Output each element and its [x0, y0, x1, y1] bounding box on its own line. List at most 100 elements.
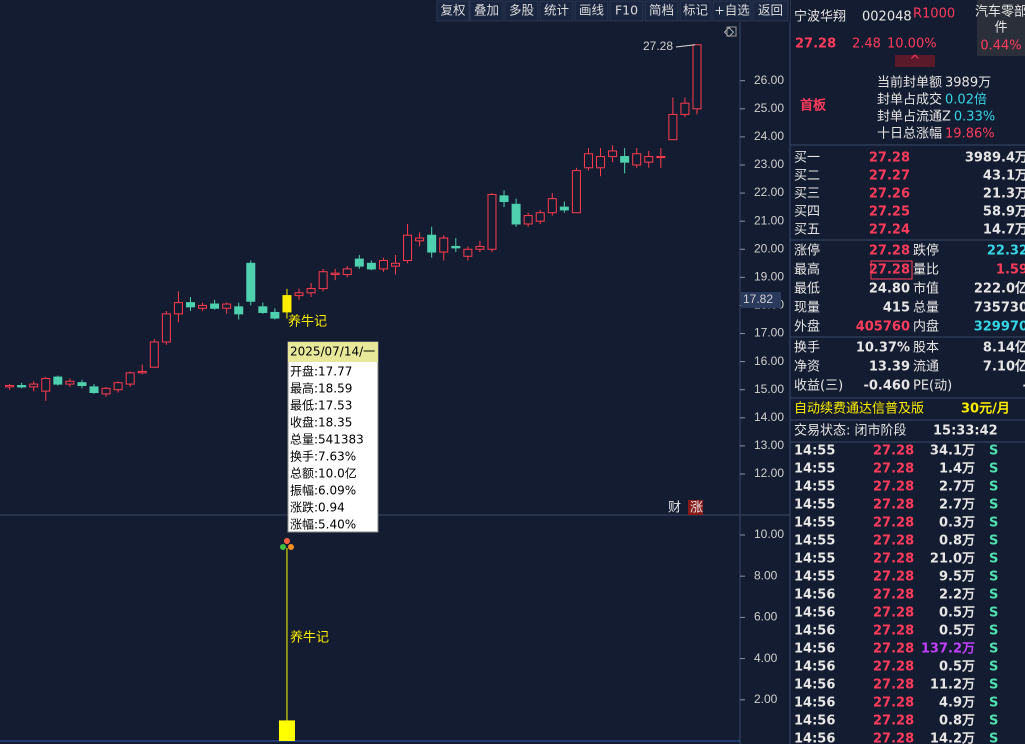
tick-price: 27.28: [873, 660, 914, 675]
y-tick-label: 25.00: [754, 101, 784, 115]
ad-price[interactable]: 30元/月: [961, 402, 1010, 417]
candle-body: [185, 302, 195, 308]
candle-body: [644, 156, 654, 163]
y-tick-label: 23.00: [754, 157, 784, 171]
tick-time: 14:55: [794, 570, 835, 585]
toolbar-label[interactable]: 标记: [683, 3, 709, 18]
toolbar-button[interactable]: [574, 0, 609, 22]
axis-marker: 17.82: [743, 292, 773, 306]
stock-code: 002048: [862, 10, 912, 25]
toolbar-button[interactable]: [504, 0, 539, 22]
stat-value: 10.37%: [856, 341, 910, 356]
stat-value: 24.80: [869, 282, 910, 297]
tick-side: S: [989, 660, 998, 675]
tick-side: S: [989, 714, 998, 729]
tooltip-row: 涨跌:0.94: [290, 500, 345, 515]
seal-value: 0.33%: [954, 110, 995, 125]
toolbar-button[interactable]: [679, 0, 712, 22]
candle-body: [53, 376, 63, 385]
candle-body: [535, 212, 545, 222]
tooltip-row: 振幅:6.09%: [290, 483, 356, 498]
candle-body: [294, 292, 304, 297]
candle-body: [439, 237, 449, 253]
candle-body: [137, 370, 147, 374]
toolbar-button[interactable]: [436, 0, 470, 22]
board: 首板: [800, 98, 827, 114]
candle-body: [29, 383, 39, 388]
candle-body: [366, 262, 376, 270]
tick-price: 27.28: [873, 642, 914, 657]
y-tick-label: 4.00: [754, 651, 778, 665]
toolbar-label[interactable]: F10: [615, 3, 638, 18]
toolbar-button[interactable]: [644, 0, 679, 22]
tick-price: 27.28: [873, 714, 914, 729]
toolbar-button[interactable]: [712, 0, 752, 22]
tick-time: 14:56: [794, 624, 835, 639]
toolbar-button[interactable]: [752, 0, 789, 22]
toolbar-label[interactable]: +自选: [714, 3, 750, 18]
y-tick-label: 24.00: [754, 129, 784, 143]
tick-side: S: [989, 498, 998, 513]
tick-volume: 0.5万: [939, 660, 975, 675]
tick-time: 14:55: [794, 444, 835, 459]
seal-value: 19.86%: [945, 127, 995, 142]
tick-volume: 11.2万: [930, 678, 975, 693]
stat-label: 最高: [794, 262, 820, 278]
expand-arrow[interactable]: ^: [910, 54, 921, 69]
candle-body: [511, 203, 521, 225]
toolbar-label[interactable]: 多股: [509, 3, 535, 18]
candle-body: [608, 150, 618, 158]
tick-price: 27.28: [873, 462, 914, 477]
candle-body: [354, 258, 364, 267]
tooltip-date: 2025/07/14/一: [290, 345, 375, 359]
candle-body: [41, 377, 51, 392]
candle-body: [656, 156, 666, 159]
tick-price: 27.28: [873, 444, 914, 459]
tick-side: S: [989, 606, 998, 621]
toolbar-label[interactable]: 画线: [579, 3, 605, 18]
order-volume: 21.3万: [983, 187, 1025, 202]
last-price-label: 27.28: [643, 39, 673, 53]
tick-volume: 2.7万: [939, 498, 975, 513]
candle-body: [149, 341, 159, 368]
tick-price: 27.28: [873, 678, 914, 693]
candle-body: [210, 303, 220, 309]
candle-body: [342, 268, 352, 276]
candle-body: [5, 384, 15, 388]
toolbar-label[interactable]: 简档: [649, 3, 674, 18]
tick-time: 14:55: [794, 516, 835, 531]
tick-volume: 0.3万: [939, 516, 975, 531]
toolbar-button[interactable]: [609, 0, 644, 22]
y-tick-label: 20.00: [754, 241, 784, 255]
tick-volume: 9.5万: [939, 570, 975, 585]
candle-body: [668, 113, 678, 141]
toolbar-button[interactable]: [469, 0, 504, 22]
stat-value: 1.59: [996, 263, 1025, 278]
tick-side: S: [989, 480, 998, 495]
toolbar-button[interactable]: [539, 0, 574, 22]
tick-time: 14:56: [794, 714, 835, 729]
stat-value: 405760: [856, 320, 910, 335]
tick-time: 14:56: [794, 732, 835, 744]
ad[interactable]: 自动续费通达信普及版: [794, 402, 924, 417]
tick-side: S: [989, 588, 998, 603]
tick-price: 27.28: [873, 606, 914, 621]
stat-value: -: [1023, 379, 1025, 394]
candle-body: [89, 386, 99, 394]
candle-body: [391, 262, 400, 267]
candle-body: [222, 303, 232, 309]
stat-label: 流通: [913, 360, 939, 375]
toolbar-label[interactable]: 统计: [544, 3, 569, 18]
toolbar-label[interactable]: 复权: [440, 3, 466, 18]
y-tick-label: 17.00: [754, 326, 784, 340]
toolbar-label[interactable]: 叠加: [474, 3, 499, 18]
tooltip-header: [287, 342, 378, 362]
toolbar-label[interactable]: 返回: [758, 3, 783, 18]
candle-body: [499, 195, 509, 203]
change-pct: 10.00%: [887, 37, 937, 52]
y-tick-label: 15.00: [754, 382, 784, 396]
order-label: 买一: [794, 151, 820, 166]
tick-volume: 137.2万: [921, 642, 975, 657]
signal-icon: [279, 544, 286, 550]
expand-button[interactable]: [895, 55, 935, 67]
